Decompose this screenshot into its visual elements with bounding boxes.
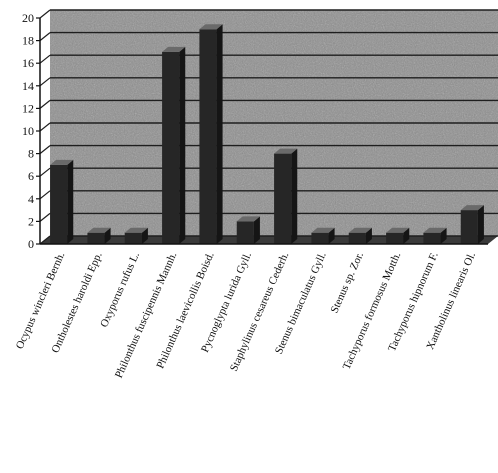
bar-front [348, 232, 366, 244]
gridlines [39, 9, 498, 245]
bar-front [124, 232, 142, 244]
bar [236, 216, 260, 244]
gridline-depth [39, 77, 51, 87]
bar-top [236, 216, 260, 222]
bar-side [291, 148, 298, 244]
bar [162, 46, 186, 245]
y-tick-label: 18 [22, 34, 34, 48]
bar-side [403, 227, 410, 244]
bar-top [348, 227, 372, 233]
y-tick-label: 4 [28, 192, 34, 206]
gridline-depth [39, 235, 51, 245]
bar [386, 227, 410, 244]
gridline-depth [39, 145, 51, 155]
bar-side [179, 46, 186, 245]
gridline-depth [39, 54, 51, 64]
bar-side [216, 24, 223, 244]
bar-front [236, 221, 254, 244]
bar-front [386, 232, 404, 244]
bar [423, 227, 447, 244]
gridline-depth [39, 99, 51, 109]
y-tick-label: 6 [28, 169, 34, 183]
bar-front [199, 29, 217, 244]
bar-top [311, 227, 335, 233]
bar-top [386, 227, 410, 233]
floor [40, 236, 498, 244]
gridline-depth [39, 122, 51, 132]
bar [460, 205, 484, 244]
gridline-depth [39, 212, 51, 222]
x-category-labels: Ocypus wincleri Bernh.Ontholestes harold… [14, 250, 478, 380]
bar-top [460, 205, 484, 211]
bar-side [104, 227, 111, 244]
y-tick-label: 2 [28, 214, 34, 228]
y-tick-label: 10 [22, 124, 34, 138]
gridline-depth [39, 167, 51, 177]
y-tick-label: 8 [28, 147, 34, 161]
bar [124, 227, 148, 244]
x-category-label: Stenus sp. Zor. [329, 250, 367, 315]
y-tick-label: 20 [22, 11, 34, 25]
y-tick-label: 0 [28, 237, 34, 251]
bar-front [162, 51, 180, 245]
bar-side [328, 227, 335, 244]
bar-top [199, 24, 223, 30]
bar [348, 227, 372, 244]
bar-top [162, 46, 186, 52]
gridline-depth [39, 32, 51, 42]
bar-top [124, 227, 148, 233]
bar [87, 227, 111, 244]
bar-front [87, 232, 105, 244]
bar-side [440, 227, 447, 244]
bar-side [253, 216, 260, 244]
gridline-depth [39, 190, 51, 200]
bar-front [423, 232, 441, 244]
bar [274, 148, 298, 244]
bars [50, 24, 484, 245]
bar-front [460, 210, 478, 244]
bar-side [67, 159, 74, 244]
bar-top [87, 227, 111, 233]
bar [199, 24, 223, 244]
bar-side [141, 227, 148, 244]
bar-top [50, 159, 74, 165]
bar-front [311, 232, 329, 244]
y-tick-label: 12 [22, 101, 34, 115]
bar-side [365, 227, 372, 244]
gridline-depth [39, 9, 51, 19]
bar [311, 227, 335, 244]
y-tick-labels: 0 2 4 6 8 10 12 14 16 18 20 [22, 11, 40, 251]
bar-front [274, 153, 292, 244]
x-category-label: Oxyporus rufus L. [98, 250, 142, 329]
plot-area [40, 10, 498, 244]
bar-top [423, 227, 447, 233]
bar-front [50, 164, 68, 244]
y-tick-label: 16 [22, 56, 34, 70]
bar-top [274, 148, 298, 154]
bar [50, 159, 74, 244]
y-tick-label: 14 [22, 79, 34, 93]
bar-side [477, 205, 484, 244]
